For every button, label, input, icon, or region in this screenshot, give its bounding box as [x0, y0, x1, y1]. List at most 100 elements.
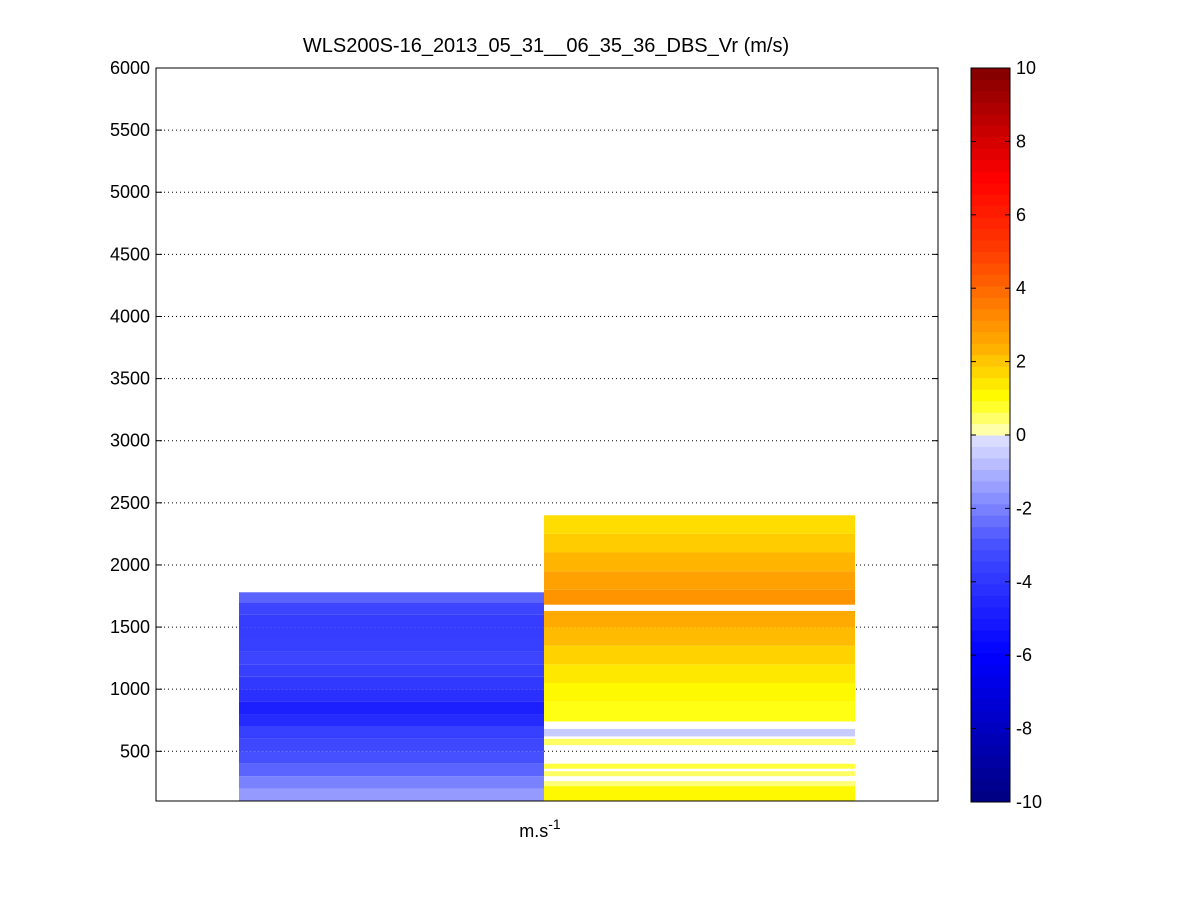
colorbar-band: [971, 767, 1010, 780]
heatmap-cell-left: [239, 701, 544, 715]
y-tick-label: 2000: [110, 555, 150, 575]
y-tick-label: 4000: [110, 306, 150, 326]
heatmap-cell-left: [239, 726, 544, 739]
x-axis-label: m.s-1: [519, 816, 561, 841]
heatmap-cell-left: [239, 676, 544, 690]
colorbar-band: [971, 446, 1010, 459]
colorbar-band: [971, 148, 1010, 161]
colorbar-band: [971, 113, 1010, 126]
colorbar-band: [971, 664, 1010, 677]
y-tick-label: 5500: [110, 120, 150, 140]
colorbar-tick-label: 10: [1016, 58, 1036, 78]
x-axis-label-base: m.s: [519, 821, 548, 841]
heatmap-cell-left: [239, 651, 544, 665]
heatmap-cell-right: [544, 571, 855, 590]
heatmap-cell-left: [239, 614, 544, 628]
heatmap-cell-left: [239, 714, 544, 727]
colorbar-band: [971, 687, 1010, 700]
heatmap-cell-right: [544, 664, 855, 683]
colorbar-band: [971, 607, 1010, 619]
heatmap-cell-left: [239, 738, 544, 752]
heatmap-cell-right: [544, 781, 855, 787]
heatmap-cell-right: [544, 763, 855, 769]
colorbar-band: [971, 492, 1010, 505]
heatmap-cell-left: [239, 776, 544, 789]
y-tick-label: 6000: [110, 58, 150, 78]
colorbar-band: [971, 652, 1010, 665]
colorbar-band: [971, 125, 1010, 138]
colorbar-bands: [971, 68, 1010, 803]
colorbar-tick-label: 6: [1016, 205, 1026, 225]
colorbar-band: [971, 675, 1010, 688]
colorbar-band: [971, 217, 1010, 230]
y-tick-label: 500: [120, 741, 150, 761]
colorbar-band: [971, 698, 1010, 711]
heatmap-cell-left: [239, 592, 544, 603]
colorbar-band: [971, 205, 1010, 218]
colorbar-band: [971, 171, 1010, 184]
heatmap-cell-right: [544, 738, 855, 746]
colorbar-band: [971, 194, 1010, 207]
colorbar-band: [971, 79, 1010, 92]
colorbar-band: [971, 308, 1010, 321]
heatmap-cell-left: [239, 627, 544, 640]
colorbar-tick-label: 0: [1016, 425, 1026, 445]
heatmap-cell-right: [544, 552, 855, 572]
colorbar-band: [971, 377, 1010, 390]
colorbar-band: [971, 503, 1010, 516]
colorbar-tick-label: 2: [1016, 352, 1026, 372]
colorbar-band: [971, 572, 1010, 585]
colorbar-band: [971, 584, 1010, 597]
colorbar-band: [971, 538, 1010, 551]
y-tick-label: 3500: [110, 369, 150, 389]
colorbar-band: [971, 354, 1010, 367]
heatmap-cell-left: [239, 689, 544, 702]
colorbar-band: [971, 629, 1010, 642]
colorbar-band: [971, 68, 1010, 80]
chart-title: WLS200S-16_2013_05_31__06_35_36_DBS_Vr (…: [303, 35, 789, 57]
colorbar-band: [971, 136, 1010, 149]
x-axis-label-superscript: -1: [548, 816, 561, 832]
colorbar-band: [971, 389, 1010, 402]
colorbar: -10 -8 -6 -4 -2 0 2 4 6 8 10: [970, 58, 1042, 812]
heatmap-cell-right: [544, 645, 855, 665]
heatmap-cell-right: [544, 589, 855, 605]
heatmap-cell-right: [544, 682, 855, 702]
heatmap-cell-left: [239, 664, 544, 677]
heatmap-cell-right: [544, 786, 855, 801]
colorbar-band: [971, 228, 1010, 241]
colorbar-band: [971, 331, 1010, 344]
colorbar-band: [971, 159, 1010, 172]
y-tick-label: 2500: [110, 493, 150, 513]
heatmap-cell-left: [239, 788, 544, 801]
colorbar-band: [971, 182, 1010, 195]
colorbar-band: [971, 400, 1010, 413]
colorbar-tick-label: -10: [1016, 792, 1042, 812]
colorbar-band: [971, 435, 1010, 447]
heatmap-cell-right: [544, 533, 855, 553]
colorbar-band: [971, 102, 1010, 115]
colorbar-band: [971, 366, 1010, 379]
colorbar-band: [971, 549, 1010, 562]
colorbar-tick-label: 4: [1016, 278, 1026, 298]
heatmap-cells: [239, 515, 855, 801]
colorbar-band: [971, 756, 1010, 769]
heatmap-cell-left: [239, 751, 544, 764]
y-tick-label: 4500: [110, 244, 150, 264]
colorbar-band: [971, 721, 1010, 734]
colorbar-band: [971, 744, 1010, 757]
y-axis-ticks: 500 1000 1500 2000 2500 3000 3500 4000 4500 5000 5…: [110, 58, 938, 761]
colorbar-band: [971, 240, 1010, 252]
plot-area: 500 1000 1500 2000 2500 3000 3500 4000 4500 5000 5…: [110, 58, 939, 802]
colorbar-band: [971, 618, 1010, 631]
colorbar-band: [971, 480, 1010, 493]
heatmap-cell-right: [544, 610, 855, 628]
colorbar-band: [971, 423, 1010, 436]
colorbar-band: [971, 262, 1010, 275]
colorbar-ticks: -10 -8 -6 -4 -2 0 2 4 6 8 10: [971, 58, 1042, 812]
heatmap-cell-right: [544, 728, 855, 737]
colorbar-tick-label: 8: [1016, 131, 1026, 151]
colorbar-band: [971, 790, 1010, 803]
heatmap-cell-left: [239, 639, 544, 652]
